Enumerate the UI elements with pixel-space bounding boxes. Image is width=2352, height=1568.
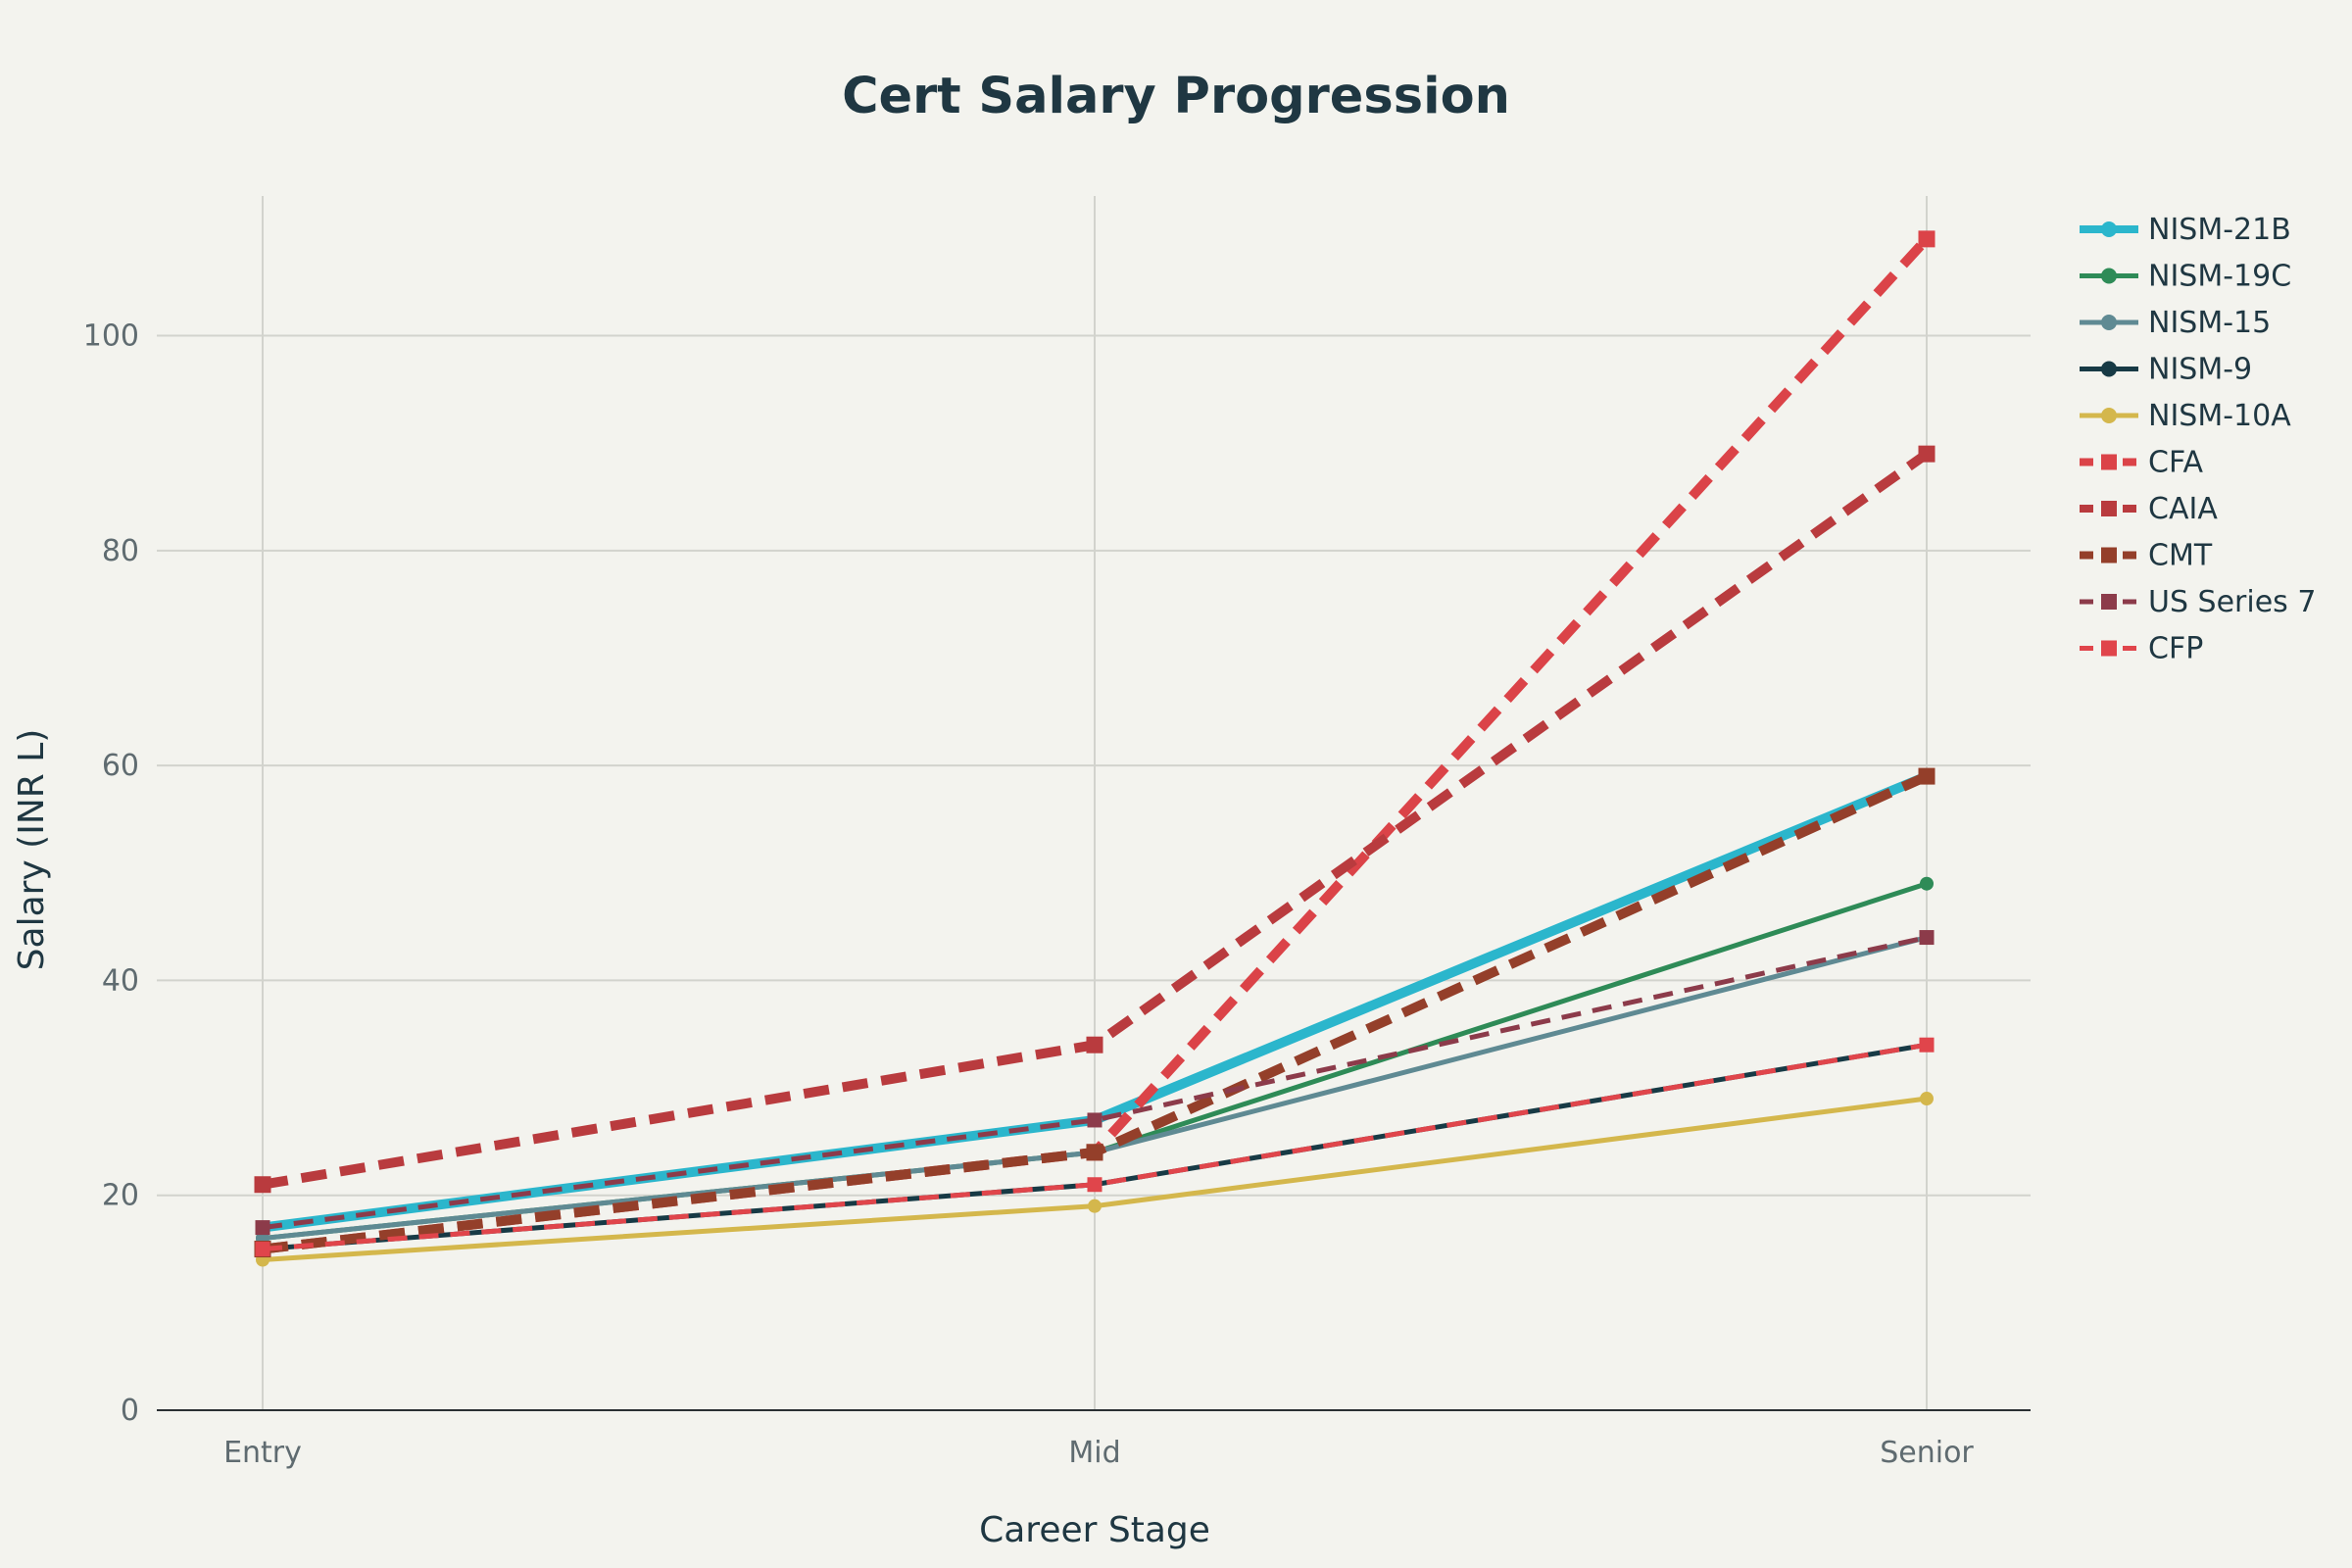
data-point[interactable] xyxy=(1087,1177,1102,1193)
x-tick-label: Entry xyxy=(223,1436,302,1470)
legend-marker xyxy=(2101,361,2117,377)
legend-marker xyxy=(2101,454,2117,470)
legend-item[interactable]: CMT xyxy=(2080,539,2213,573)
legend-item[interactable]: NISM-9 xyxy=(2080,353,2252,387)
legend-item[interactable]: NISM-15 xyxy=(2080,306,2271,340)
legend-label: NISM-15 xyxy=(2148,306,2271,340)
data-point[interactable] xyxy=(1920,876,1934,891)
legend-item[interactable]: US Series 7 xyxy=(2080,585,2316,619)
data-point[interactable] xyxy=(1918,445,1936,463)
legend-item[interactable]: NISM-19C xyxy=(2080,260,2291,294)
legend-label: NISM-21B xyxy=(2148,213,2291,247)
y-tick-label: 20 xyxy=(102,1179,139,1213)
legend-label: NISM-10A xyxy=(2148,399,2291,433)
legend-label: NISM-19C xyxy=(2148,260,2291,294)
legend[interactable]: NISM-21B NISM-19C NISM-15 NISM-9 NISM-10A CFA… xyxy=(2080,213,2316,666)
series-caia xyxy=(254,445,1936,1194)
data-point[interactable] xyxy=(1086,1144,1103,1161)
y-tick-label: 40 xyxy=(102,963,139,998)
legend-item[interactable]: NISM-10A xyxy=(2080,399,2291,433)
legend-item[interactable]: CFA xyxy=(2080,446,2203,480)
legend-label: CMT xyxy=(2148,539,2213,573)
data-point[interactable] xyxy=(1086,1036,1103,1054)
x-axis-label: Career Stage xyxy=(979,1510,1210,1550)
data-point[interactable] xyxy=(254,1176,271,1194)
legend-label: CFP xyxy=(2148,632,2203,666)
y-tick-label: 60 xyxy=(102,749,139,783)
legend-marker xyxy=(2101,221,2117,237)
legend-label: CAIA xyxy=(2148,492,2218,526)
data-point[interactable] xyxy=(1918,767,1936,785)
legend-marker xyxy=(2101,501,2117,516)
legend-item[interactable]: CAIA xyxy=(2080,492,2218,526)
legend-marker xyxy=(2101,268,2117,284)
legend-marker xyxy=(2101,408,2117,423)
y-tick-label: 80 xyxy=(102,534,139,568)
data-point[interactable] xyxy=(1920,1092,1934,1106)
legend-marker xyxy=(2101,640,2117,657)
data-point[interactable] xyxy=(255,1242,270,1257)
series-cfp xyxy=(255,1037,1935,1257)
y-tick-label: 0 xyxy=(121,1394,139,1428)
data-point[interactable] xyxy=(1919,1037,1935,1053)
series-layer xyxy=(254,230,1936,1267)
legend-label: NISM-9 xyxy=(2148,353,2252,387)
data-point[interactable] xyxy=(1919,930,1935,946)
data-point[interactable] xyxy=(1087,1112,1102,1128)
legend-marker xyxy=(2101,547,2117,564)
gridlines xyxy=(157,196,2031,1410)
legend-item[interactable]: CFP xyxy=(2080,632,2203,666)
series-us-series-7 xyxy=(255,930,1935,1236)
y-tick-label: 100 xyxy=(83,319,139,354)
x-tick-label: Senior xyxy=(1880,1436,1974,1470)
legend-item[interactable]: NISM-21B xyxy=(2080,213,2291,247)
data-point[interactable] xyxy=(255,1220,270,1236)
data-point[interactable] xyxy=(1088,1199,1102,1213)
legend-marker xyxy=(2101,594,2117,610)
legend-label: CFA xyxy=(2148,446,2203,480)
chart-title: Cert Salary Progression xyxy=(842,68,1510,125)
x-tick-label: Mid xyxy=(1068,1436,1120,1470)
legend-label: US Series 7 xyxy=(2148,585,2316,619)
y-axis-label: Salary (INR L) xyxy=(12,729,52,971)
legend-marker xyxy=(2101,315,2117,330)
data-point[interactable] xyxy=(1918,230,1936,248)
axes: 0 20 40 60 80 100 Entry Mid Senior xyxy=(83,319,2031,1470)
